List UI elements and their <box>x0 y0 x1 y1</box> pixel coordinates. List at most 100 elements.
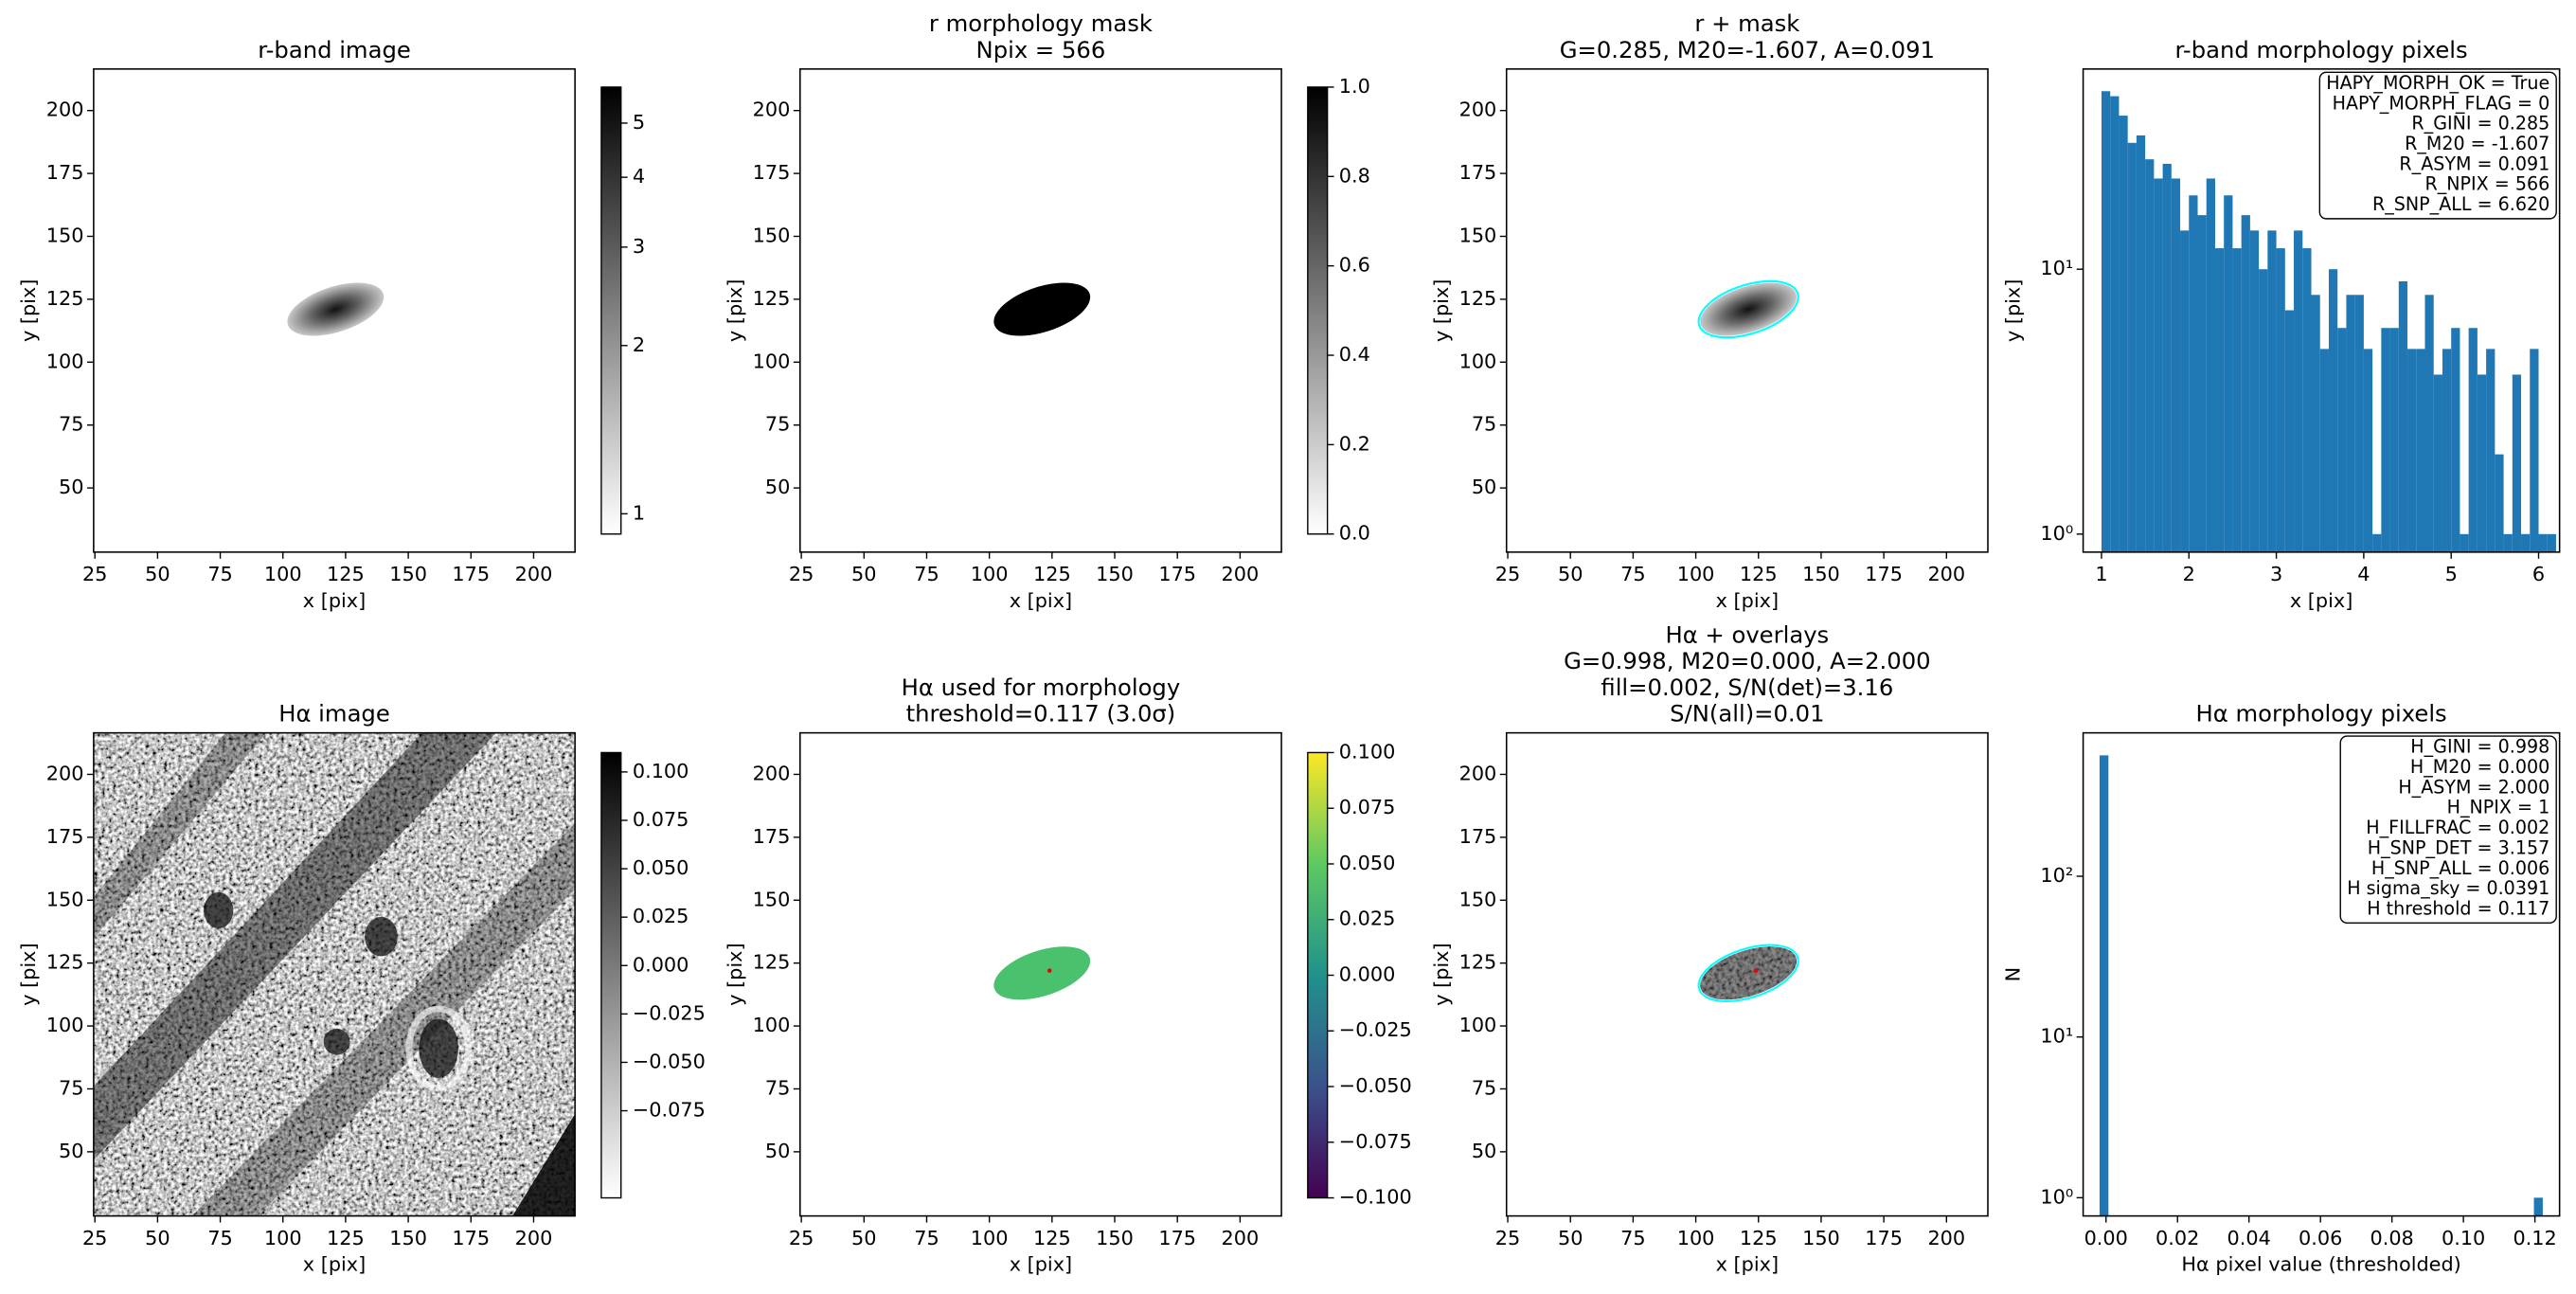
colorbar-tick-label: 0.0 <box>1339 522 1370 545</box>
colorbar-tick-label: 0.6 <box>1339 254 1370 277</box>
axes-frame <box>2082 68 2561 553</box>
x-tick-label: 6 <box>2532 563 2545 585</box>
histogram-bar <box>2197 215 2207 552</box>
y-tick-label: 200 <box>753 762 791 784</box>
histogram-bar <box>2512 374 2522 552</box>
y-tick-label: 100 <box>753 350 791 372</box>
colorbar-tick-label: 1 <box>633 501 645 524</box>
x-axis-label: x [pix] <box>1716 589 1779 612</box>
y-tick-label: 50 <box>765 1140 790 1162</box>
colorbar <box>1307 751 1329 1199</box>
mask-region <box>993 282 1091 336</box>
x-axis-label: x [pix] <box>1010 1253 1072 1276</box>
y-tick-label: 75 <box>59 1076 83 1099</box>
x-tick-label: 50 <box>1558 1227 1583 1249</box>
x-tick-label: 0.00 <box>2084 1227 2128 1249</box>
colorbar-tick-label: −0.050 <box>1339 1074 1412 1097</box>
x-tick-label: 200 <box>1927 563 1965 585</box>
histogram-bar <box>2503 533 2513 552</box>
annotation-line: H sigma_sky = 0.0391 <box>2347 878 2549 899</box>
y-tick-label: 150 <box>46 224 84 246</box>
y-tick-label: 200 <box>46 762 84 784</box>
histogram-bar <box>2533 1197 2543 1216</box>
x-tick-label: 50 <box>145 563 170 585</box>
y-tick-label: 200 <box>1459 99 1497 121</box>
x-tick-label: 25 <box>82 1227 107 1249</box>
x-tick-label: 150 <box>1802 563 1840 585</box>
y-tick-label: 10⁰ <box>2040 522 2073 545</box>
histogram-bar <box>2521 533 2531 552</box>
x-tick-label: 175 <box>452 1227 490 1249</box>
y-tick-label: 125 <box>1459 287 1497 310</box>
panel-title: r + mask <box>1694 9 1799 37</box>
histogram-bar <box>2424 295 2434 552</box>
peak-marker <box>1046 968 1052 973</box>
colorbar-tick-label: −0.075 <box>633 1099 706 1122</box>
panel-title: r-band image <box>258 36 411 63</box>
histogram-bar <box>2372 533 2382 552</box>
colorbar-tick-label: 0.2 <box>1339 432 1370 455</box>
histogram-bar <box>2189 195 2198 552</box>
y-tick-label: 50 <box>765 476 790 498</box>
x-tick-label: 125 <box>327 563 365 585</box>
histogram-bar <box>2530 349 2539 552</box>
y-tick-label: 50 <box>59 1140 83 1162</box>
histogram-bar <box>2101 91 2111 552</box>
x-tick-label: 75 <box>914 1227 939 1249</box>
histogram-bar <box>2180 230 2190 552</box>
histogram-bar <box>2232 248 2242 552</box>
histogram-bar <box>2337 328 2347 552</box>
colorbar-tick-label: −0.025 <box>1339 1018 1412 1041</box>
histogram-bar <box>2547 533 2556 552</box>
y-axis-label: y [pix] <box>17 943 40 1005</box>
x-tick-label: 100 <box>264 1227 302 1249</box>
annotation-background <box>2318 71 2557 220</box>
colorbar-tick-label: 0.100 <box>1339 740 1396 763</box>
axes-frame <box>1505 68 1989 553</box>
histogram-bar <box>2416 349 2425 552</box>
plot-area <box>1697 944 1799 1002</box>
colorbar <box>600 751 622 1199</box>
x-tick-label: 125 <box>1033 563 1071 585</box>
colorbar-tick-label: 0.050 <box>633 856 689 879</box>
axes-frame <box>93 68 576 553</box>
dark-blob <box>365 916 398 957</box>
x-axis-label: Hα pixel value (thresholded) <box>2181 1253 2460 1276</box>
y-tick-label: 150 <box>1459 888 1497 910</box>
x-tick-label: 4 <box>2357 563 2370 585</box>
annotation-line: HAPY_MORPH_OK = True <box>2326 73 2549 94</box>
panel-title: threshold=0.117 (3.0σ) <box>906 700 1176 728</box>
y-axis-label: y [pix] <box>724 943 746 1005</box>
annotation-line: H_SNP_ALL = 0.006 <box>2371 858 2549 879</box>
y-tick-label: 75 <box>1472 413 1496 436</box>
y-tick-label: 150 <box>1459 224 1497 246</box>
mask-contour <box>1697 944 1799 1002</box>
morphology-region <box>993 946 1091 1000</box>
x-tick-label: 200 <box>1927 1227 1965 1249</box>
colorbar-tick-label: −0.100 <box>1339 1186 1412 1209</box>
histogram-bar <box>2346 295 2355 552</box>
y-tick-label: 125 <box>753 287 791 310</box>
y-tick-label: 150 <box>753 224 791 246</box>
histogram-bar <box>2389 328 2399 552</box>
histogram-bar <box>2363 349 2373 552</box>
y-axis-label: y [pix] <box>2002 279 2025 342</box>
x-tick-label: 75 <box>1620 563 1645 585</box>
y-tick-label: 175 <box>1459 161 1497 184</box>
peak-marker <box>1753 968 1759 973</box>
histogram-bar <box>2214 248 2225 552</box>
x-axis-label: x [pix] <box>303 589 366 612</box>
mask-contour <box>1697 279 1799 339</box>
annotation-line: R_NPIX = 566 <box>2424 174 2549 195</box>
colorbar-tick-label: 0.025 <box>1339 908 1396 930</box>
panel-title: fill=0.002, S/N(det)=3.16 <box>1601 674 1893 701</box>
y-tick-label: 10¹ <box>2040 257 2073 279</box>
x-tick-label: 200 <box>1222 1227 1260 1249</box>
y-tick-label: 100 <box>46 1014 84 1036</box>
x-tick-label: 50 <box>851 1227 876 1249</box>
x-tick-label: 0.04 <box>2227 1227 2271 1249</box>
x-tick-label: 5 <box>2445 563 2458 585</box>
